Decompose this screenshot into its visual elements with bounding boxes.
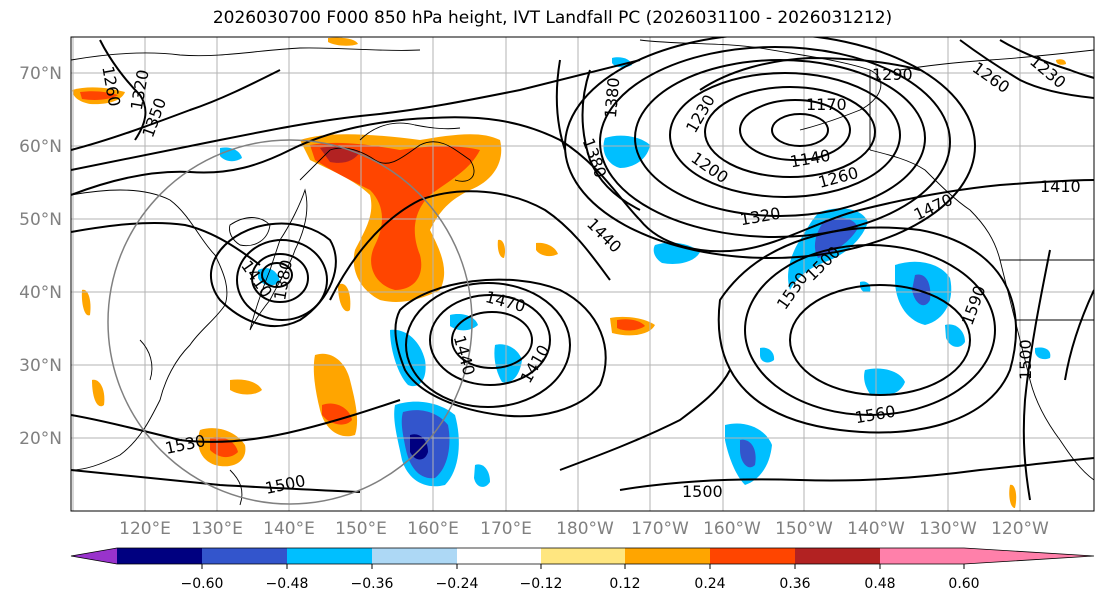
map-frame: [70, 36, 1095, 512]
contour-label: 1170: [806, 95, 847, 114]
colorbar-segment: [117, 548, 202, 564]
colorbar-tick-label: 0.36: [779, 576, 810, 592]
lat-tick-label: 70°N: [19, 64, 62, 84]
colorbar-segment: [710, 548, 795, 564]
colorbar-outline: [70, 547, 1095, 565]
colorbar: −0.60 −0.48 −0.36 −0.24 −0.12 0.12 0.24 …: [70, 547, 1095, 592]
colorbar-segment: [541, 548, 625, 564]
latitude-axis: 70°N 60°N 50°N 40°N 30°N 20°N: [19, 64, 62, 449]
colorbar-tick-label: −0.60: [181, 576, 224, 592]
lon-tick-label: 150°E: [335, 519, 387, 539]
contour-label: 1380: [601, 77, 623, 119]
lon-tick-label: 140°E: [263, 519, 315, 539]
colorbar-segment: [795, 548, 880, 564]
contour-label: 1290: [872, 65, 913, 84]
colorbar-tick-label: −0.24: [436, 576, 479, 592]
colorbar-tick-label: −0.36: [351, 576, 394, 592]
colorbar-segment: [287, 548, 372, 564]
lon-tick-label: 150°W: [775, 519, 833, 539]
colorbar-segment: [372, 548, 457, 564]
height-contours: [71, 37, 1094, 501]
colorbar-segment: [880, 548, 964, 564]
lon-tick-label: 130°W: [919, 519, 977, 539]
colorbar-tick-label: −0.12: [520, 576, 563, 592]
lon-tick-label: 160°E: [407, 519, 459, 539]
contour-label: 1500: [682, 482, 723, 501]
contour-label: 1500: [1016, 339, 1035, 380]
region-circle: [107, 139, 473, 505]
lon-tick-label: 140°W: [847, 519, 905, 539]
lat-tick-label: 30°N: [19, 356, 62, 376]
contour-label: 1410: [1040, 177, 1081, 196]
colorbar-segment: [202, 548, 287, 564]
map-title: 2026030700 F000 850 hPa height, IVT Land…: [212, 8, 893, 28]
longitude-axis: 120°E 130°E 140°E 150°E 160°E 170°E 180°…: [119, 519, 1049, 539]
lat-tick-label: 40°N: [19, 283, 62, 303]
lon-tick-label: 120°W: [991, 519, 1049, 539]
lon-tick-label: 160°W: [703, 519, 761, 539]
lon-tick-label: 120°E: [119, 519, 171, 539]
colorbar-tick-label: 0.48: [864, 576, 895, 592]
lat-tick-label: 60°N: [19, 137, 62, 157]
lat-tick-label: 50°N: [19, 210, 62, 230]
colorbar-tick-label: 0.12: [609, 576, 640, 592]
colorbar-segment: [625, 548, 710, 564]
lon-tick-label: 170°W: [631, 519, 689, 539]
colorbar-extend-min: [71, 548, 117, 564]
lon-tick-label: 180°W: [556, 519, 614, 539]
colorbar-tick-label: 0.24: [694, 576, 725, 592]
lon-tick-label: 170°E: [480, 519, 532, 539]
lat-tick-label: 20°N: [19, 429, 62, 449]
colorbar-extend-max: [964, 548, 1094, 564]
lon-tick-label: 130°E: [191, 519, 243, 539]
colorbar-segment: [457, 548, 541, 564]
colorbar-tick-label: 0.60: [948, 576, 979, 592]
colorbar-tick-label: −0.48: [266, 576, 309, 592]
